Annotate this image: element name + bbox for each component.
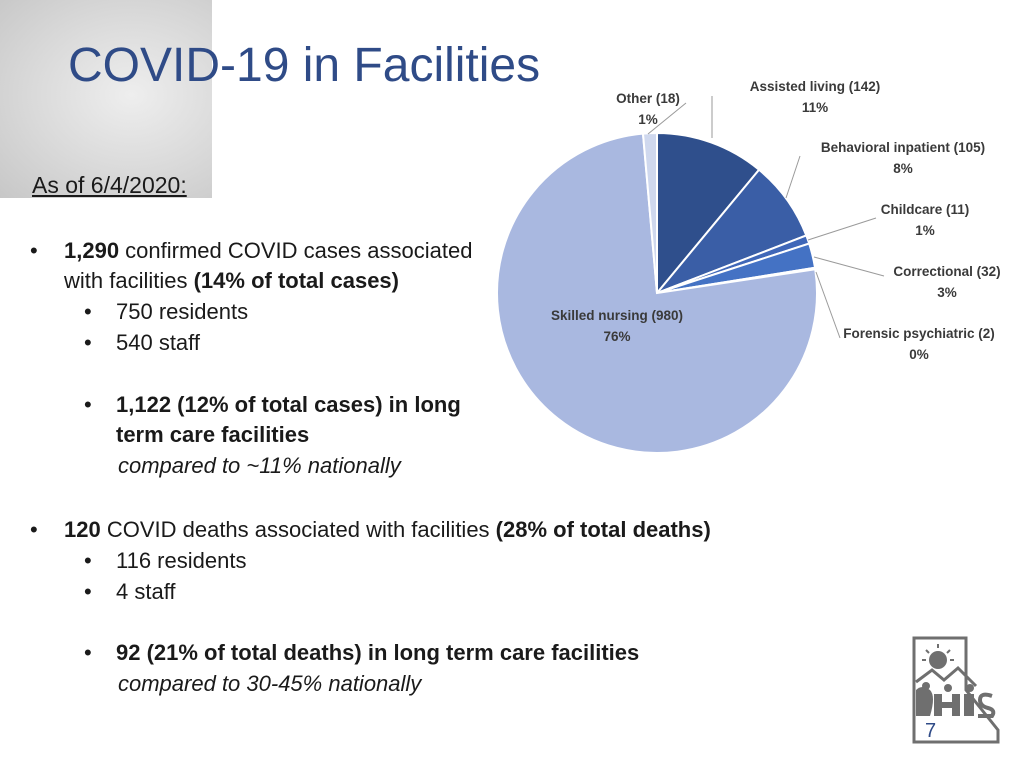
bullet-marker: • [84,579,92,604]
pie-label-percent: 1% [638,112,658,127]
pie-slice-other [641,131,658,294]
bullet-marker: • [84,548,92,573]
ltc-cases-compare: compared to ~11% nationally [118,453,401,478]
death-staff-line: 4 staff [116,579,176,604]
pie-label-percent: 11% [802,100,828,115]
cases-line: 1,290 confirmed COVID cases associated [64,236,472,266]
bullet-marker: • [84,640,92,665]
pie-label-percent: 1% [915,223,935,238]
pie-leader-line [815,271,841,339]
pie-label-percent: 0% [909,347,929,362]
as-of-date: As of 6/4/2020: [32,172,187,198]
bullet-marker: • [84,330,92,355]
pie-leader-line [785,155,801,199]
ltc-cases-line-2: term care facilities [116,422,310,447]
deaths-count: 120 [64,517,101,542]
deaths-text: COVID deaths associated with facilities [100,517,496,542]
slide-title: COVID-19 in Facilities [68,39,541,92]
pie-label-name: Assisted living (142) [750,79,881,94]
pie-labels: Assisted living (142) 11% Behavioral inpat… [551,79,1001,362]
pie-slice-assisted-living [656,131,761,296]
cases-line-2: with facilities (14% of total cases) [64,266,399,296]
pie-label-percent: 3% [937,285,957,300]
pie-slices [496,131,818,454]
staff-line: 540 staff [116,330,200,355]
pie-label-name: Skilled nursing (980) [551,308,683,323]
pie-leader-lines [647,96,885,339]
deaths-line: 120 COVID deaths associated with facilit… [64,515,711,545]
pie-label-name: Childcare (11) [881,202,970,217]
pie-label-name: Forensic psychiatric (2) [843,326,995,341]
bullet-marker: • [30,517,38,542]
dhhs-logo [912,636,1000,744]
bullet-marker: • [84,392,92,417]
death-residents-line: 116 residents [116,548,247,573]
pie-label-name: Behavioral inpatient (105) [821,140,985,155]
cases-text-2: with facilities [64,268,194,293]
pie-leader-line [813,256,885,277]
ltc-deaths-compare: compared to 30-45% nationally [118,671,422,696]
cases-pct: (14% of total cases) [193,268,399,293]
cases-count: 1,290 [64,238,120,263]
page-number: 7 [925,720,937,742]
pie-leader-line [647,102,687,135]
cases-text: confirmed COVID cases associated [119,238,473,263]
pie-label-name: Correctional (32) [893,264,1000,279]
ltc-deaths-line: 92 (21% of total deaths) in long term ca… [116,640,640,665]
pie-label-name: Other (18) [616,91,680,106]
residents-line: 750 residents [116,299,249,324]
pie-slice-skilled-nursing [496,132,818,454]
pie-label-percent: 8% [893,161,913,176]
bullet-marker: • [30,238,38,263]
pie-leader-line [807,217,877,241]
deaths-pct: (28% of total deaths) [495,517,711,542]
pie-label-percent: 76% [603,329,630,344]
bullet-marker: • [84,299,92,324]
corner-background-image [0,0,212,198]
ltc-cases-line-1: 1,122 (12% of total cases) in long [116,392,461,417]
